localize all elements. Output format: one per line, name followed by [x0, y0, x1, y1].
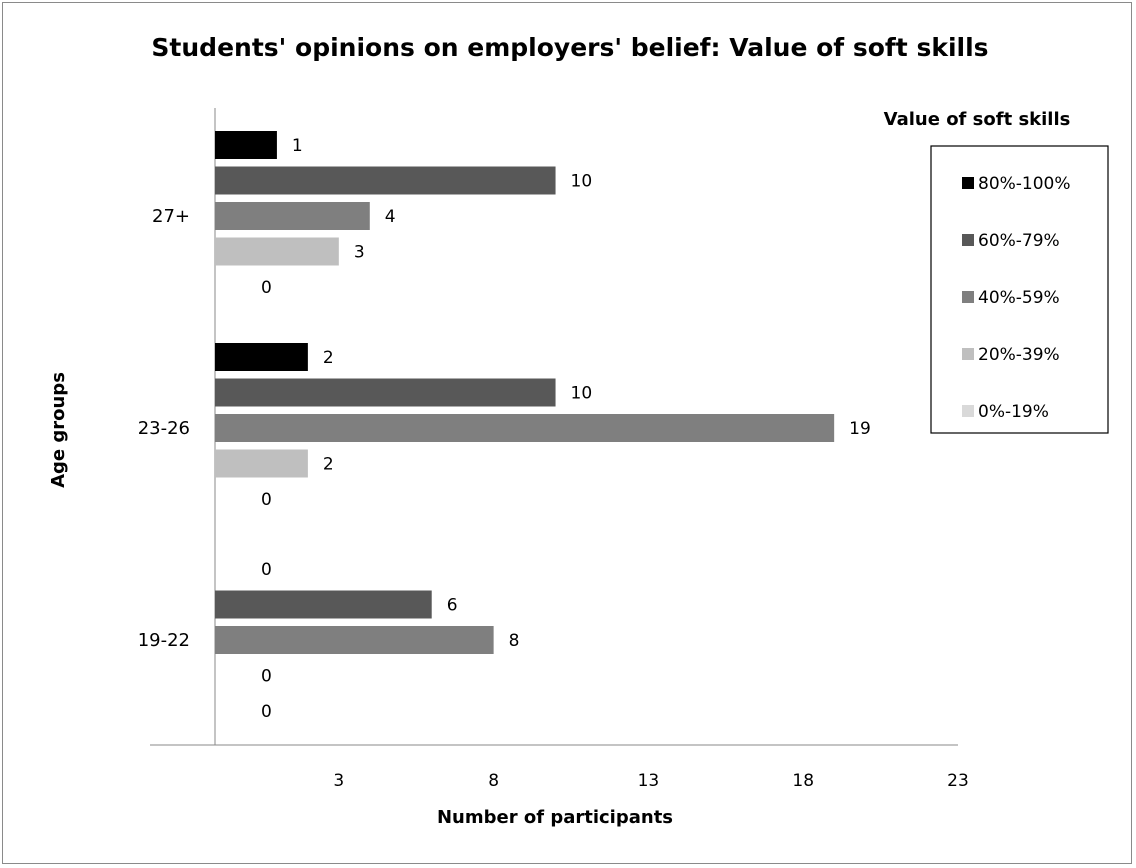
legend-box — [930, 145, 1109, 434]
x-tick-label: 18 — [792, 771, 814, 791]
legend-swatch — [962, 291, 974, 303]
x-tick-label: 23 — [947, 771, 969, 791]
bar — [215, 202, 370, 230]
bar — [215, 237, 339, 266]
legend: 80%-100% 60%-79% 40%-59% 20%-39% 0%-19% — [962, 174, 1071, 422]
data-label: 0 — [261, 490, 272, 510]
legend-label: 20%-39% — [978, 345, 1060, 365]
y-category-label: 23-26 — [138, 418, 190, 439]
legend-label: 60%-79% — [978, 231, 1060, 251]
legend-label: 40%-59% — [978, 288, 1060, 308]
data-label: 6 — [447, 596, 458, 616]
chart-title: Students' opinions on employers' belief:… — [151, 33, 988, 62]
x-tick-label: 8 — [488, 771, 499, 791]
bar — [215, 414, 835, 442]
data-label: 1 — [292, 136, 303, 156]
data-label: 0 — [261, 560, 272, 580]
bar — [215, 449, 308, 478]
data-label: 2 — [323, 348, 334, 368]
data-label: 10 — [571, 384, 593, 404]
data-label: 0 — [261, 702, 272, 722]
data-label: 0 — [261, 667, 272, 687]
bar — [215, 590, 432, 619]
x-axis-title: Number of participants — [437, 807, 673, 828]
y-axis-title: Age groups — [48, 372, 69, 488]
data-label: 2 — [323, 455, 334, 475]
legend-swatch — [962, 405, 974, 417]
bar — [215, 166, 556, 195]
data-label: 19 — [849, 419, 871, 439]
x-tick-label: 3 — [333, 771, 344, 791]
data-label: 0 — [261, 278, 272, 298]
data-label: 4 — [385, 207, 396, 227]
bar — [215, 131, 277, 159]
legend-title: Value of soft skills — [884, 109, 1071, 130]
data-label: 10 — [571, 172, 593, 192]
data-label: 8 — [509, 631, 520, 651]
data-label: 3 — [354, 243, 365, 263]
bar — [215, 626, 494, 654]
legend-swatch — [962, 177, 974, 189]
y-category-label: 19-22 — [138, 630, 190, 651]
bar — [215, 343, 308, 371]
bar — [215, 378, 556, 407]
legend-label: 80%-100% — [978, 174, 1071, 194]
y-category-label: 27+ — [152, 206, 190, 227]
x-tick-label: 13 — [638, 771, 660, 791]
legend-label: 0%-19% — [978, 402, 1049, 422]
legend-swatch — [962, 348, 974, 360]
legend-swatch — [962, 234, 974, 246]
